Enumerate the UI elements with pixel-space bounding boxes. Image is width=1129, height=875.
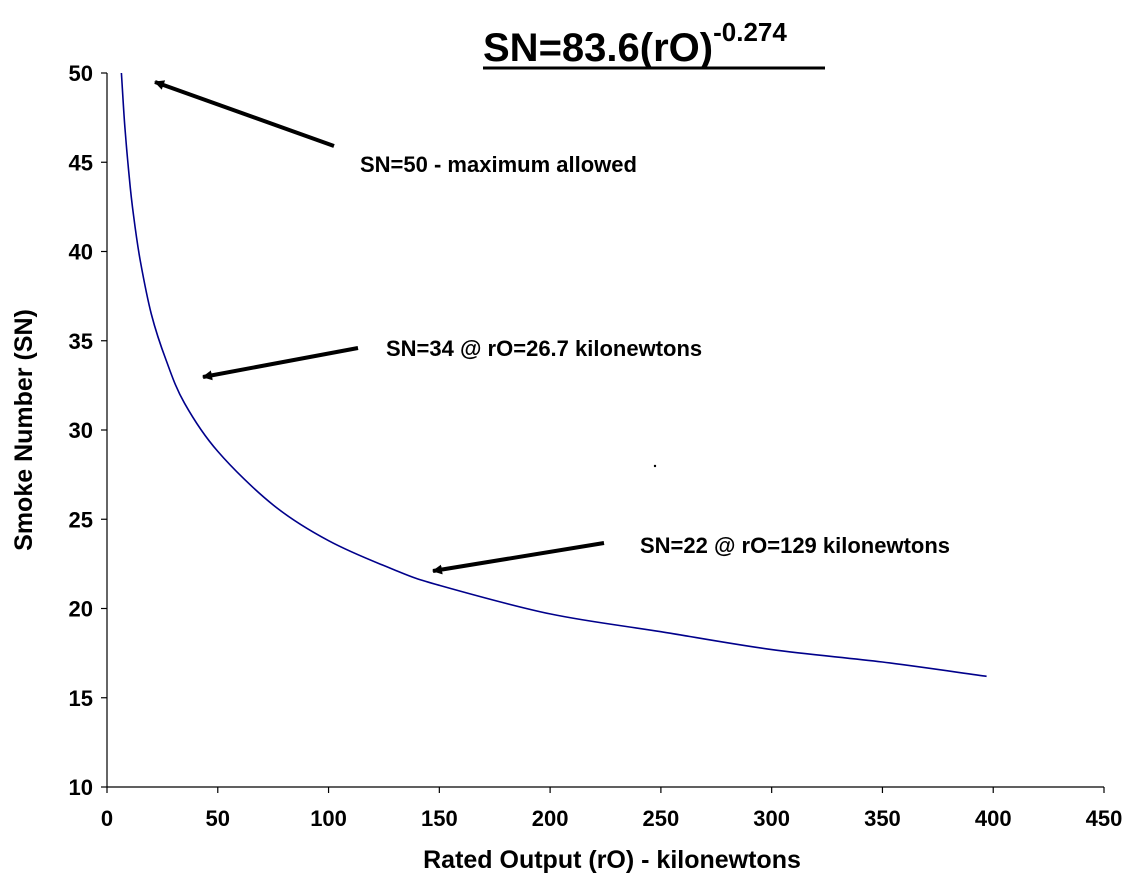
x-tick-label: 200 [532, 806, 569, 831]
x-tick-label: 350 [864, 806, 901, 831]
annotation-arrow-1 [154, 80, 335, 148]
x-tick-label: 400 [975, 806, 1012, 831]
chart-formula: SN=83.6(rO)-0.274 [483, 17, 787, 70]
annotation-label-1: SN=50 - maximum allowed [360, 152, 637, 177]
x-tick-label: 50 [206, 806, 230, 831]
x-tick-label: 100 [310, 806, 347, 831]
annotation-arrow-2 [202, 346, 359, 381]
y-tick-label: 25 [69, 507, 93, 532]
annotation-arrow-3 [432, 541, 605, 575]
series-line [120, 72, 987, 678]
y-tick-label: 10 [69, 775, 93, 800]
x-tick-label: 250 [643, 806, 680, 831]
annotation-label-3: SN=22 @ rO=129 kilonewtons [640, 533, 950, 558]
y-tick-label: 20 [69, 597, 93, 622]
x-tick-label: 300 [753, 806, 790, 831]
y-tick-label: 45 [69, 150, 93, 175]
formula-base: SN=83.6(rO) [483, 26, 713, 70]
y-tick-label: 40 [69, 240, 93, 265]
x-axis-ticks: 0 50 100 150 200 250 300 350 400 450 [101, 787, 1122, 831]
y-tick-label: 15 [69, 686, 93, 711]
y-axis-title: Smoke Number (SN) [10, 309, 38, 551]
annotation-label-2: SN=34 @ rO=26.7 kilonewtons [386, 336, 702, 361]
x-tick-label: 0 [101, 806, 113, 831]
formula-exponent: -0.274 [713, 17, 787, 47]
y-axis-ticks: 10 15 20 25 30 35 40 45 50 [69, 61, 107, 800]
x-tick-label: 450 [1086, 806, 1123, 831]
y-tick-label: 35 [69, 329, 93, 354]
x-axis-title: Rated Output (rO) - kilonewtons [423, 846, 801, 874]
x-tick-label: 150 [421, 806, 458, 831]
stray-dot [653, 464, 657, 468]
y-tick-label: 30 [69, 418, 93, 443]
y-tick-label: 50 [69, 61, 93, 86]
